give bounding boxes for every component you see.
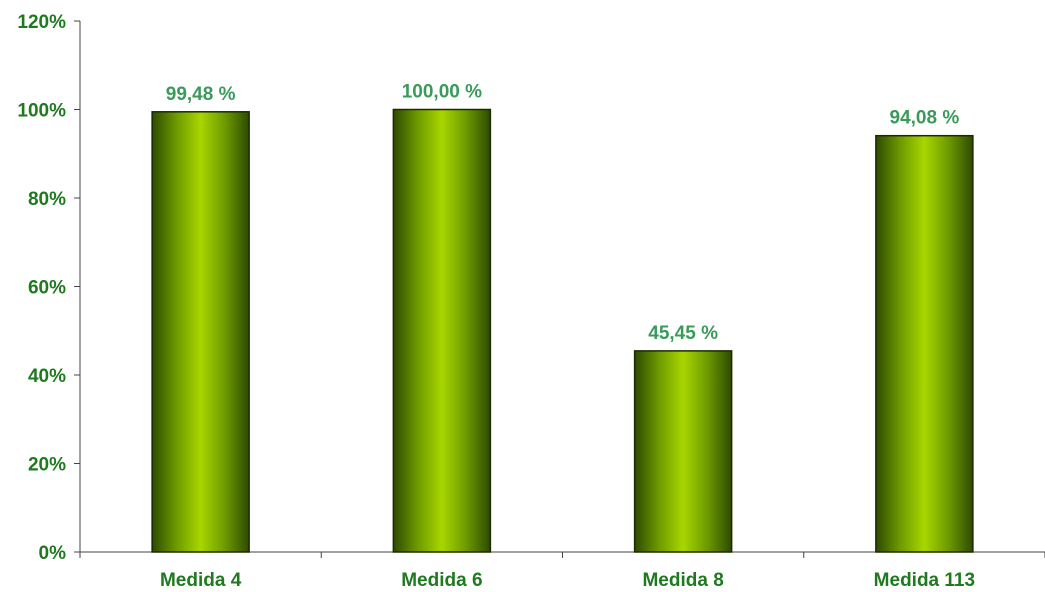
- bar: [151, 111, 250, 553]
- bar-value-label: 99,48 %: [166, 84, 236, 105]
- bar-value-label: 94,08 %: [890, 108, 960, 129]
- y-tick-label: 120%: [17, 12, 66, 33]
- bar-value-label: 100,00 %: [402, 82, 482, 103]
- y-tick-label: 60%: [28, 278, 66, 299]
- y-tick-label: 80%: [28, 189, 66, 210]
- y-tick-label: 40%: [28, 366, 66, 387]
- bar-value-label: 45,45 %: [648, 323, 718, 344]
- x-axis: Medida 4 Medida 6 Medida 8 Medida 113: [79, 551, 1045, 591]
- bars: [151, 108, 974, 553]
- bar: [392, 108, 492, 553]
- y-tick-label: 100%: [17, 101, 66, 122]
- x-category-label: Medida 113: [874, 570, 975, 591]
- y-axis: 0% 20% 40% 60% 80% 100% 120%: [17, 12, 81, 564]
- x-category-label: Medida 6: [401, 570, 482, 591]
- x-category-label: Medida 8: [642, 570, 723, 591]
- y-tick-label: 0%: [39, 543, 67, 564]
- x-category-label: Medida 4: [160, 570, 242, 591]
- data-labels: 99,48 % 100,00 % 45,45 % 94,08 %: [166, 82, 960, 344]
- bar: [633, 350, 733, 553]
- y-tick-label: 20%: [28, 455, 66, 476]
- bar: [875, 134, 974, 553]
